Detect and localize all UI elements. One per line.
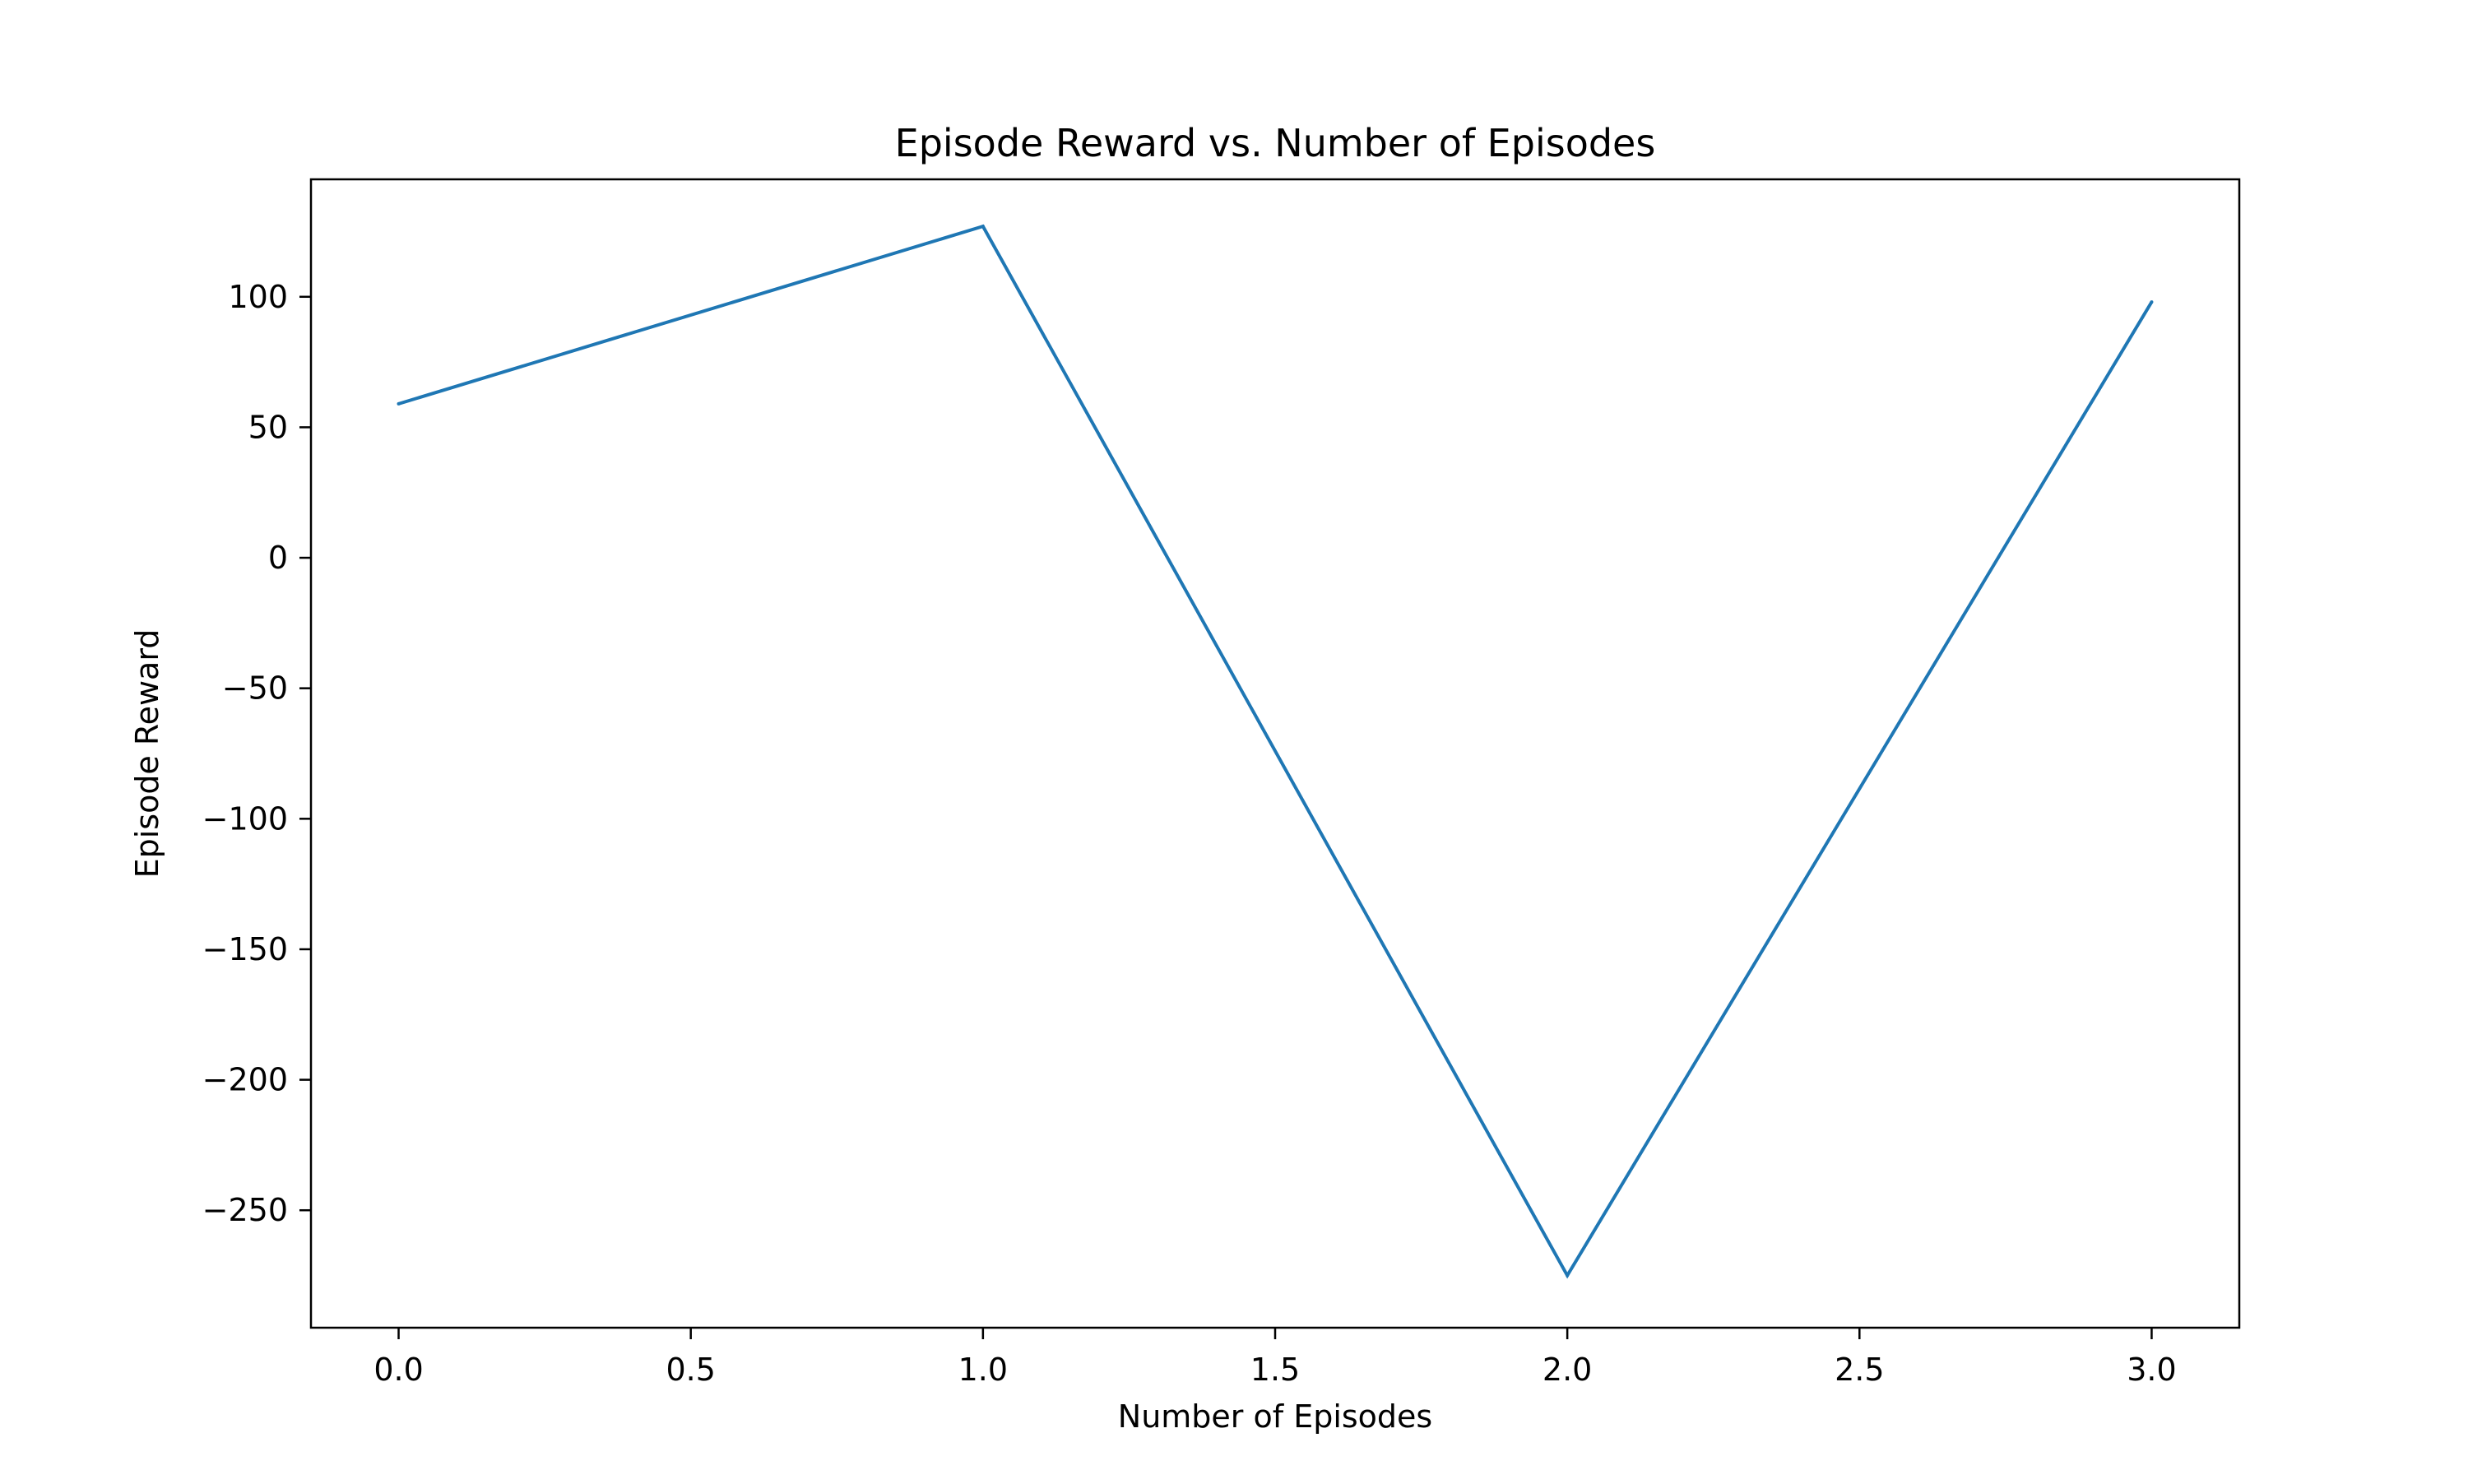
- x-tick-label: 0.5: [666, 1352, 715, 1388]
- data-point: [981, 225, 985, 229]
- x-tick-label: 1.0: [958, 1352, 1008, 1388]
- x-tick-label: 0.0: [373, 1352, 423, 1388]
- series-layer: [397, 224, 2154, 1279]
- x-axis-label: Number of Episodes: [1118, 1398, 1432, 1435]
- y-tick-label: −200: [202, 1062, 288, 1098]
- y-tick-label: 100: [228, 279, 288, 315]
- x-tick-label: 2.5: [1835, 1352, 1884, 1388]
- y-tick-label: −50: [222, 670, 288, 707]
- y-tick-label: −100: [202, 800, 288, 837]
- data-point: [397, 401, 401, 406]
- ticks-layer: 0.0 0.5 1.0 1.5 2.0 2.5 3.0 100 50 0 −50 −100 −150 −2…: [202, 279, 2177, 1388]
- plot-area-frame: [309, 178, 2241, 1329]
- x-tick-label: 1.5: [1250, 1352, 1300, 1388]
- data-point: [1566, 1273, 1570, 1278]
- chart-title: Episode Reward vs. Number of Episodes: [895, 121, 1656, 165]
- series-line: [397, 224, 2154, 1279]
- data-point: [2150, 300, 2154, 304]
- x-tick-label: 2.0: [1542, 1352, 1592, 1388]
- y-tick-label: −250: [202, 1192, 288, 1228]
- y-tick-label: 50: [248, 409, 288, 445]
- x-tick-label: 3.0: [2127, 1352, 2176, 1388]
- y-axis-label: Episode Reward: [129, 629, 165, 879]
- y-tick-label: 0: [268, 540, 288, 576]
- y-tick-label: −150: [202, 931, 288, 967]
